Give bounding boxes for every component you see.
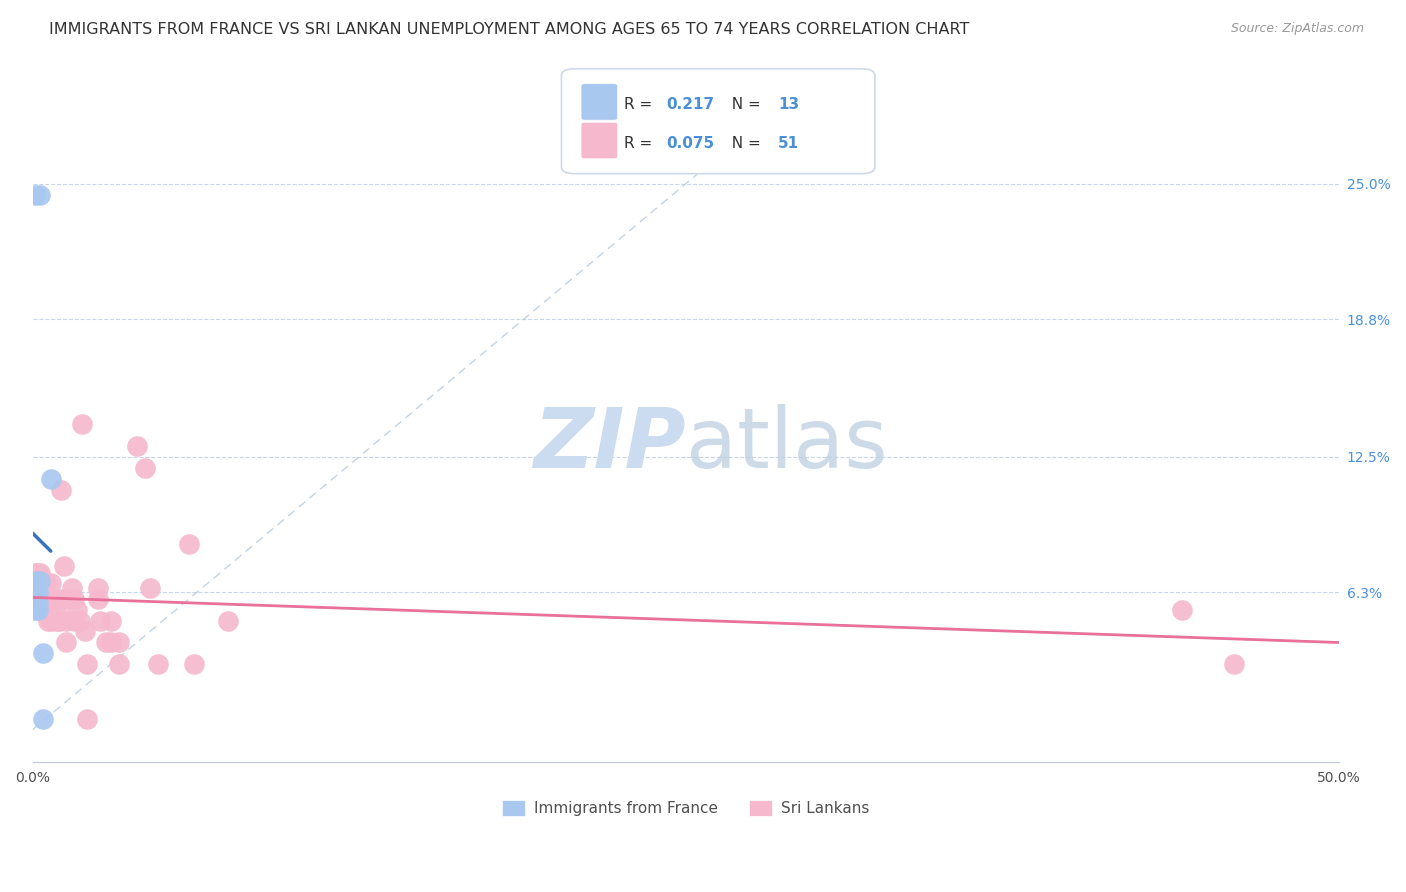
Point	[39, 472, 62, 486]
Point	[87, 591, 110, 606]
Text: ZIP: ZIP	[533, 404, 686, 485]
Point	[42, 591, 65, 606]
Point	[146, 657, 169, 672]
Point	[125, 439, 148, 453]
Text: 13: 13	[779, 97, 800, 112]
Point	[27, 576, 49, 591]
Point	[27, 596, 49, 610]
Point	[87, 581, 110, 595]
Point	[1223, 657, 1246, 672]
Point	[179, 537, 201, 551]
FancyBboxPatch shape	[581, 84, 617, 120]
Point	[73, 624, 96, 639]
Point	[27, 591, 49, 606]
Text: Source: ZipAtlas.com: Source: ZipAtlas.com	[1230, 22, 1364, 36]
Point	[76, 712, 98, 726]
Point	[27, 585, 49, 599]
Text: atlas: atlas	[686, 404, 887, 485]
Point	[24, 574, 46, 589]
Text: R =: R =	[624, 136, 657, 151]
Point	[52, 558, 75, 573]
Text: IMMIGRANTS FROM FRANCE VS SRI LANKAN UNEMPLOYMENT AMONG AGES 65 TO 74 YEARS CORR: IMMIGRANTS FROM FRANCE VS SRI LANKAN UNE…	[49, 22, 970, 37]
Point	[100, 614, 122, 628]
Point	[27, 602, 49, 616]
Point	[76, 657, 98, 672]
Text: 0.075: 0.075	[666, 136, 714, 151]
Text: N =: N =	[723, 97, 766, 112]
Point	[55, 635, 77, 649]
Point	[24, 187, 46, 202]
Point	[34, 576, 56, 591]
Point	[30, 574, 52, 589]
Point	[24, 602, 46, 616]
Point	[34, 602, 56, 616]
Point	[107, 635, 129, 649]
Point	[24, 596, 46, 610]
Text: N =: N =	[723, 136, 766, 151]
Point	[37, 614, 59, 628]
Point	[217, 614, 239, 628]
Text: 0.217: 0.217	[666, 97, 714, 112]
Point	[30, 566, 52, 580]
Point	[24, 585, 46, 599]
Point	[27, 566, 49, 580]
Point	[55, 614, 77, 628]
Point	[39, 576, 62, 591]
Point	[107, 657, 129, 672]
Point	[39, 614, 62, 628]
Point	[60, 581, 83, 595]
Point	[32, 576, 55, 591]
Point	[32, 712, 55, 726]
Point	[24, 591, 46, 606]
FancyBboxPatch shape	[581, 122, 617, 159]
Point	[70, 417, 93, 431]
Point	[52, 591, 75, 606]
Point	[1171, 602, 1194, 616]
Text: R =: R =	[624, 97, 657, 112]
Point	[45, 614, 67, 628]
Legend: Immigrants from France, Sri Lankans: Immigrants from France, Sri Lankans	[496, 794, 875, 822]
Point	[30, 187, 52, 202]
Point	[30, 591, 52, 606]
Point	[100, 635, 122, 649]
Point	[48, 614, 70, 628]
Point	[24, 566, 46, 580]
Point	[32, 591, 55, 606]
Point	[37, 602, 59, 616]
Point	[32, 646, 55, 660]
Point	[69, 614, 91, 628]
Point	[183, 657, 205, 672]
Point	[139, 581, 162, 595]
Point	[134, 460, 156, 475]
Point	[45, 602, 67, 616]
Text: 51: 51	[779, 136, 800, 151]
Point	[89, 614, 111, 628]
Point	[94, 635, 117, 649]
Point	[66, 602, 89, 616]
Point	[51, 483, 73, 497]
Point	[48, 591, 70, 606]
Point	[63, 591, 86, 606]
Point	[63, 614, 86, 628]
FancyBboxPatch shape	[561, 69, 875, 174]
